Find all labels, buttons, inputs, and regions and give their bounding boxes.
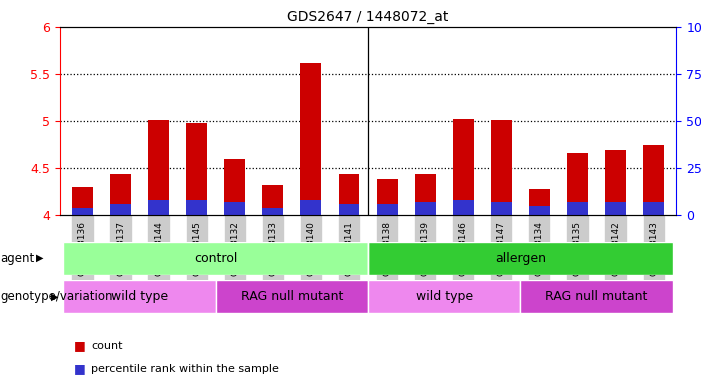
Bar — [72, 187, 93, 215]
Text: ▶: ▶ — [36, 253, 44, 263]
Bar — [186, 200, 207, 215]
Bar — [63, 242, 368, 275]
Bar — [72, 207, 93, 215]
Text: ■: ■ — [74, 339, 86, 352]
Bar — [224, 159, 245, 215]
Bar — [491, 120, 512, 215]
Bar — [520, 280, 673, 313]
Text: ■: ■ — [74, 362, 86, 375]
Bar — [110, 204, 131, 215]
Bar — [605, 202, 626, 215]
Bar — [376, 179, 397, 215]
Bar — [301, 200, 321, 215]
Bar — [605, 150, 626, 215]
Text: percentile rank within the sample: percentile rank within the sample — [91, 364, 279, 374]
Text: ▶: ▶ — [51, 291, 59, 302]
Text: genotype/variation: genotype/variation — [1, 290, 113, 303]
Bar — [301, 63, 321, 215]
Bar — [643, 146, 664, 215]
Text: allergen: allergen — [495, 252, 546, 265]
Bar — [453, 119, 474, 215]
Text: agent: agent — [1, 252, 35, 265]
Bar — [110, 174, 131, 215]
Bar — [453, 200, 474, 215]
Text: control: control — [194, 252, 238, 265]
Bar — [262, 207, 283, 215]
Text: wild type: wild type — [416, 290, 472, 303]
Bar — [529, 189, 550, 215]
Text: RAG null mutant: RAG null mutant — [545, 290, 648, 303]
Text: RAG null mutant: RAG null mutant — [240, 290, 343, 303]
Bar — [224, 202, 245, 215]
Bar — [415, 202, 435, 215]
Bar — [368, 242, 673, 275]
Bar — [216, 280, 368, 313]
Bar — [339, 174, 360, 215]
Text: wild type: wild type — [111, 290, 168, 303]
Bar — [63, 280, 216, 313]
Title: GDS2647 / 1448072_at: GDS2647 / 1448072_at — [287, 10, 449, 25]
Bar — [567, 153, 588, 215]
Bar — [643, 202, 664, 215]
Text: count: count — [91, 341, 123, 351]
Bar — [368, 280, 520, 313]
Bar — [148, 120, 169, 215]
Bar — [376, 204, 397, 215]
Bar — [262, 185, 283, 215]
Bar — [491, 202, 512, 215]
Bar — [529, 206, 550, 215]
Bar — [148, 200, 169, 215]
Bar — [186, 123, 207, 215]
Bar — [415, 174, 435, 215]
Bar — [339, 204, 360, 215]
Bar — [567, 202, 588, 215]
